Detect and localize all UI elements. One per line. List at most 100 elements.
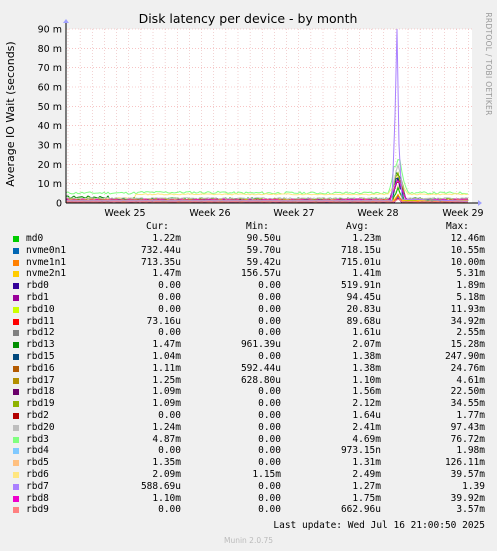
col-cur: Cur: xyxy=(146,221,169,232)
legend-name: md0 xyxy=(26,233,44,244)
legend-min: 0.00 xyxy=(258,457,281,469)
legend-row: rbd16 1.11m 592.44u 1.38m 24.76m xyxy=(0,363,497,375)
legend-cur: 0.00 xyxy=(158,303,181,315)
legend-min: 0.00 xyxy=(258,433,281,445)
munin-version: Munin 2.0.75 xyxy=(223,536,274,545)
legend-name: nvme2n1 xyxy=(26,268,67,280)
legend-swatch xyxy=(13,271,19,278)
legend-swatch xyxy=(13,377,19,384)
legend-avg: 1.23m xyxy=(352,233,381,244)
legend-max: 12.46m xyxy=(450,233,485,244)
legend-cur: 0.00 xyxy=(158,280,181,292)
y-tick-label: 50 m xyxy=(38,102,62,113)
legend-name: rbd12 xyxy=(26,327,55,339)
y-tick-label: 90 m xyxy=(38,25,62,36)
legend-avg: 1.61u xyxy=(352,327,381,339)
legend-swatch xyxy=(13,365,19,372)
legend-row: rbd13 1.47m 961.39u 2.07m 15.28m xyxy=(0,339,497,351)
legend-cur: 732.44u xyxy=(140,244,181,256)
legend-name: rbd19 xyxy=(26,398,55,410)
legend-min: 0.00 xyxy=(258,480,281,492)
legend-cur: 4.87m xyxy=(152,433,181,445)
legend-swatch xyxy=(13,389,19,396)
legend-cur: 1.25m xyxy=(152,374,181,386)
legend-swatch xyxy=(13,507,19,514)
legend-min: 0.00 xyxy=(258,421,281,433)
legend-swatch xyxy=(13,318,19,325)
legend-min: 0.00 xyxy=(258,492,281,504)
legend-name: nvme1n1 xyxy=(26,256,67,268)
legend-min: 0.00 xyxy=(258,292,281,303)
legend-max: 11.93m xyxy=(450,303,485,315)
legend-max: 126.11m xyxy=(444,457,485,469)
legend-avg: 715.01u xyxy=(340,256,381,268)
legend-row: rbd0 0.00 0.00 519.91n 1.89m xyxy=(0,280,497,292)
col-avg: Avg: xyxy=(346,221,369,232)
legend-row: rbd17 1.25m 628.80u 1.10m 4.61m xyxy=(0,375,497,387)
legend-max: 1.77m xyxy=(456,410,485,421)
legend-name: rbd10 xyxy=(26,303,55,315)
legend-min: 1.15m xyxy=(252,469,281,480)
legend-avg: 2.41m xyxy=(352,421,381,433)
legend-cur: 1.10m xyxy=(152,492,181,504)
legend-max: 39.92m xyxy=(450,492,485,504)
legend-swatch xyxy=(13,236,19,242)
legend-min: 0.00 xyxy=(258,386,281,398)
legend-swatch xyxy=(13,401,19,408)
legend-max: 5.31m xyxy=(456,268,485,280)
legend-row: rbd19 1.09m 0.00 2.12m 34.55m xyxy=(0,398,497,410)
legend-avg: 662.96u xyxy=(340,504,381,516)
y-tick-label: 40 m xyxy=(38,121,62,132)
series-line-rbd9 xyxy=(65,198,469,203)
legend-avg: 519.91n xyxy=(340,280,381,292)
legend-row: nvme0n1 732.44u 59.70u 718.15u 10.55m xyxy=(0,245,497,257)
y-tick-label: 0 xyxy=(56,199,62,210)
col-min: Min: xyxy=(246,221,269,232)
legend-cur: 1.09m xyxy=(152,398,181,410)
legend-avg: 718.15u xyxy=(340,244,381,256)
legend-swatch xyxy=(13,306,19,313)
legend-max: 1.89m xyxy=(456,280,485,292)
legend-max: 15.28m xyxy=(450,339,485,351)
x-tick-label: Week 26 xyxy=(189,208,230,219)
legend-swatch xyxy=(13,342,19,349)
y-tick-label: 80 m xyxy=(38,44,62,55)
legend-max: 39.57m xyxy=(450,469,485,480)
legend-name: rbd3 xyxy=(26,433,49,445)
plot-area: 0 10 m 20 m 30 m 40 m 50 m 60 m 70 m 80 m 90 m Wee… xyxy=(38,19,484,219)
x-tick-label: Week 25 xyxy=(104,208,145,219)
legend-min: 0.00 xyxy=(258,280,281,292)
legend-row: rbd10 0.00 0.00 20.83u 11.93m xyxy=(0,304,497,316)
legend-avg: 1.27m xyxy=(352,480,381,492)
plot-background xyxy=(66,29,472,203)
legend-row: rbd8 1.10m 0.00 1.75m 39.92m xyxy=(0,493,497,505)
chart-title: Disk latency per device - by month xyxy=(139,11,358,26)
legend-name: rbd7 xyxy=(26,480,49,492)
legend-name: nvme0n1 xyxy=(26,244,67,256)
legend-max: 97.43m xyxy=(450,421,485,433)
legend-name: rbd17 xyxy=(26,374,55,386)
legend-row: rbd12 0.00 0.00 1.61u 2.55m xyxy=(0,327,497,339)
legend-swatch xyxy=(13,436,19,443)
legend-min: 156.57u xyxy=(240,268,281,280)
legend-name: rbd9 xyxy=(26,504,49,516)
legend-swatch xyxy=(13,283,19,290)
legend-cur: 1.11m xyxy=(152,362,181,374)
legend-name: rbd1 xyxy=(26,292,49,303)
legend-max: 1.39 xyxy=(462,480,485,492)
legend-name: rbd13 xyxy=(26,339,55,351)
legend-name: rbd11 xyxy=(26,315,55,327)
legend-max: 5.18m xyxy=(456,292,485,303)
legend-max: 34.92m xyxy=(450,315,485,327)
legend-min: 592.44u xyxy=(240,362,281,374)
legend-cur: 73.16u xyxy=(146,315,181,327)
col-max: Max: xyxy=(446,221,469,232)
legend-cur: 2.09m xyxy=(152,469,181,480)
legend-name: rbd2 xyxy=(26,410,49,421)
legend-avg: 973.15n xyxy=(340,445,381,457)
legend-name: rbd16 xyxy=(26,362,55,374)
legend-cur: 0.00 xyxy=(158,327,181,339)
legend-avg: 89.68u xyxy=(346,315,381,327)
legend-cur: 1.35m xyxy=(152,457,181,469)
legend-avg: 1.64u xyxy=(352,410,381,421)
